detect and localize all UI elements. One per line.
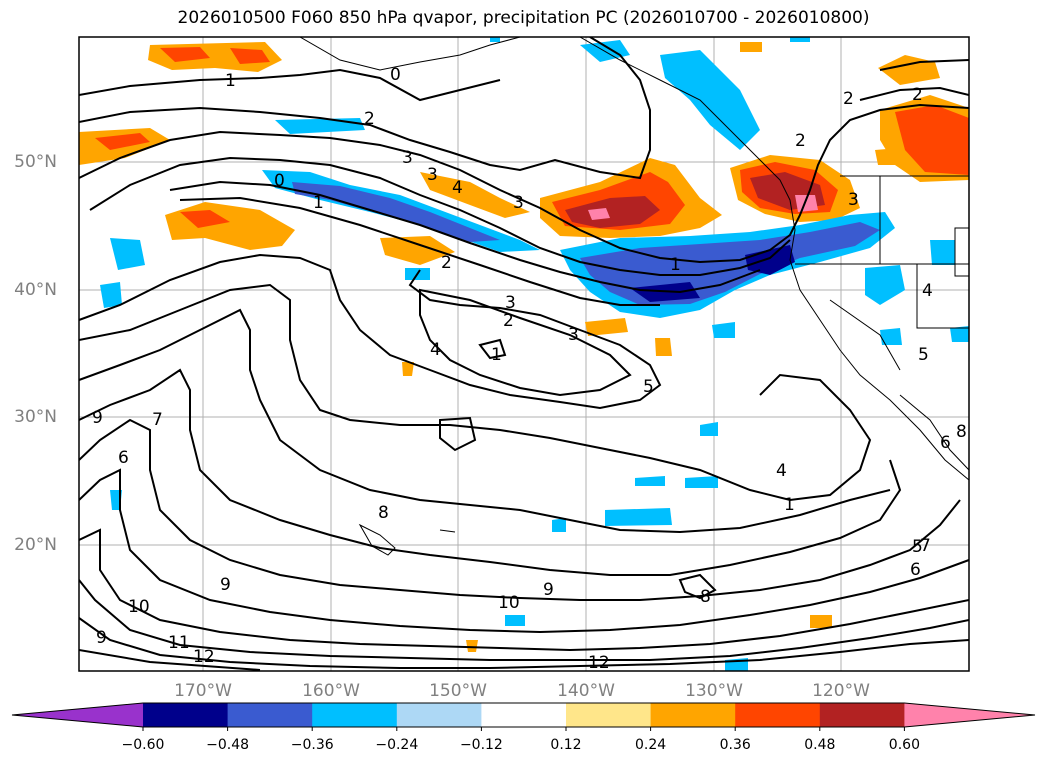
- contour-label: 7: [152, 410, 163, 430]
- contour-label: 9: [96, 628, 107, 648]
- contour-label: 0: [274, 171, 285, 191]
- colorbar-tick-label: 0.36: [719, 737, 751, 753]
- colorbar-cell: [396, 703, 482, 727]
- contour-label: 6: [940, 433, 951, 453]
- colorbar-cell: [735, 703, 821, 727]
- contour-label: 5: [643, 377, 654, 397]
- colorbar-tick-label: −0.12: [459, 737, 503, 753]
- contour-label: 6: [118, 448, 129, 468]
- colorbar-tick-label: 0.12: [550, 737, 582, 753]
- lat-label: 40°N: [14, 280, 57, 300]
- qvapor-contours: [79, 37, 969, 671]
- negative-anomaly-shading: [100, 37, 969, 671]
- contour-label: 2: [364, 109, 375, 129]
- colorbar-cell: [312, 703, 398, 727]
- contour-label: 8: [378, 503, 389, 523]
- contour-label: 2: [795, 131, 806, 151]
- lon-label: 140°W: [557, 681, 615, 701]
- lon-label: 130°W: [685, 681, 743, 701]
- contour-label: 8: [700, 587, 711, 607]
- contour-label: 11: [168, 633, 190, 653]
- contour-label: 3: [505, 293, 516, 313]
- contour-label: 9: [92, 408, 103, 428]
- lat-label: 30°N: [14, 407, 57, 427]
- colorbar-cell: [819, 703, 905, 727]
- contour-label: 7: [920, 536, 931, 556]
- contour-label: 5: [918, 345, 929, 365]
- lat-label: 20°N: [14, 535, 57, 555]
- colorbar-tick-label: −0.48: [206, 737, 250, 753]
- contour-label: 4: [922, 281, 933, 301]
- colorbar-cell: [143, 703, 229, 727]
- contour-label: 4: [430, 340, 441, 360]
- colorbar-tick-label: 0.60: [888, 737, 920, 753]
- contour-label: 2: [503, 311, 514, 331]
- contour-label: 1: [784, 495, 795, 515]
- contour-label: 1: [670, 255, 681, 275]
- colorbar-tick-label: −0.60: [121, 737, 165, 753]
- contour-label: 4: [776, 461, 787, 481]
- contour-label: 3: [427, 165, 438, 185]
- contour-label: 10: [128, 597, 150, 617]
- colorbar-cell: [227, 703, 313, 727]
- map-title: 2026010500 F060 850 hPa qvapor, precipit…: [177, 8, 870, 28]
- contour-label: 3: [848, 190, 859, 210]
- contour-label: 6: [910, 560, 921, 580]
- contour-label: 1: [313, 193, 324, 213]
- coastlines: [299, 37, 969, 556]
- lon-label: 120°W: [812, 681, 870, 701]
- contour-label: 4: [452, 178, 463, 198]
- contour-label: 12: [588, 653, 610, 673]
- lon-label: 170°W: [174, 681, 232, 701]
- colorbar-cell: [650, 703, 736, 727]
- contour-label: 12: [193, 647, 215, 667]
- lon-label: 150°W: [429, 681, 487, 701]
- contour-label: 9: [543, 580, 554, 600]
- contour-label: 8: [956, 422, 967, 442]
- colorbar-extend-min: [12, 703, 143, 727]
- contour-labels: 1 2 3 3 3 4 1 2 3 2 1 3 3 2 4 1 5 1 2 2 …: [92, 65, 967, 673]
- contour-label: 1: [225, 71, 236, 91]
- map-plot: 1 2 3 3 3 4 1 2 3 2 1 3 3 2 4 1 5 1 2 2 …: [78, 36, 970, 673]
- contour-label: 10: [498, 593, 520, 613]
- contour-label: 3: [513, 193, 524, 213]
- colorbar-tick-label: −0.24: [375, 737, 419, 753]
- colorbar-tick-label: −0.36: [290, 737, 334, 753]
- gridlines: [79, 37, 969, 671]
- contour-label: 0: [390, 65, 401, 85]
- lon-label: 160°W: [302, 681, 360, 701]
- contour-label: 2: [912, 85, 923, 105]
- contour-label: 2: [441, 253, 452, 273]
- colorbar-outline: [11, 702, 1036, 728]
- colorbar-tick-label: 0.24: [635, 737, 667, 753]
- colorbar-cell: [566, 703, 652, 727]
- colorbar-extend-max: [904, 703, 1035, 727]
- colorbar-cell: [481, 703, 567, 727]
- lat-label: 50°N: [14, 152, 57, 172]
- colorbar-tick-label: 0.48: [804, 737, 836, 753]
- contour-label: 3: [402, 148, 413, 168]
- contour-label: 1: [491, 345, 502, 365]
- contour-label: 9: [220, 575, 231, 595]
- contour-label: 5: [912, 537, 923, 557]
- contour-label: 2: [843, 89, 854, 109]
- contour-label: 3: [568, 325, 579, 345]
- map-frame: [78, 36, 970, 672]
